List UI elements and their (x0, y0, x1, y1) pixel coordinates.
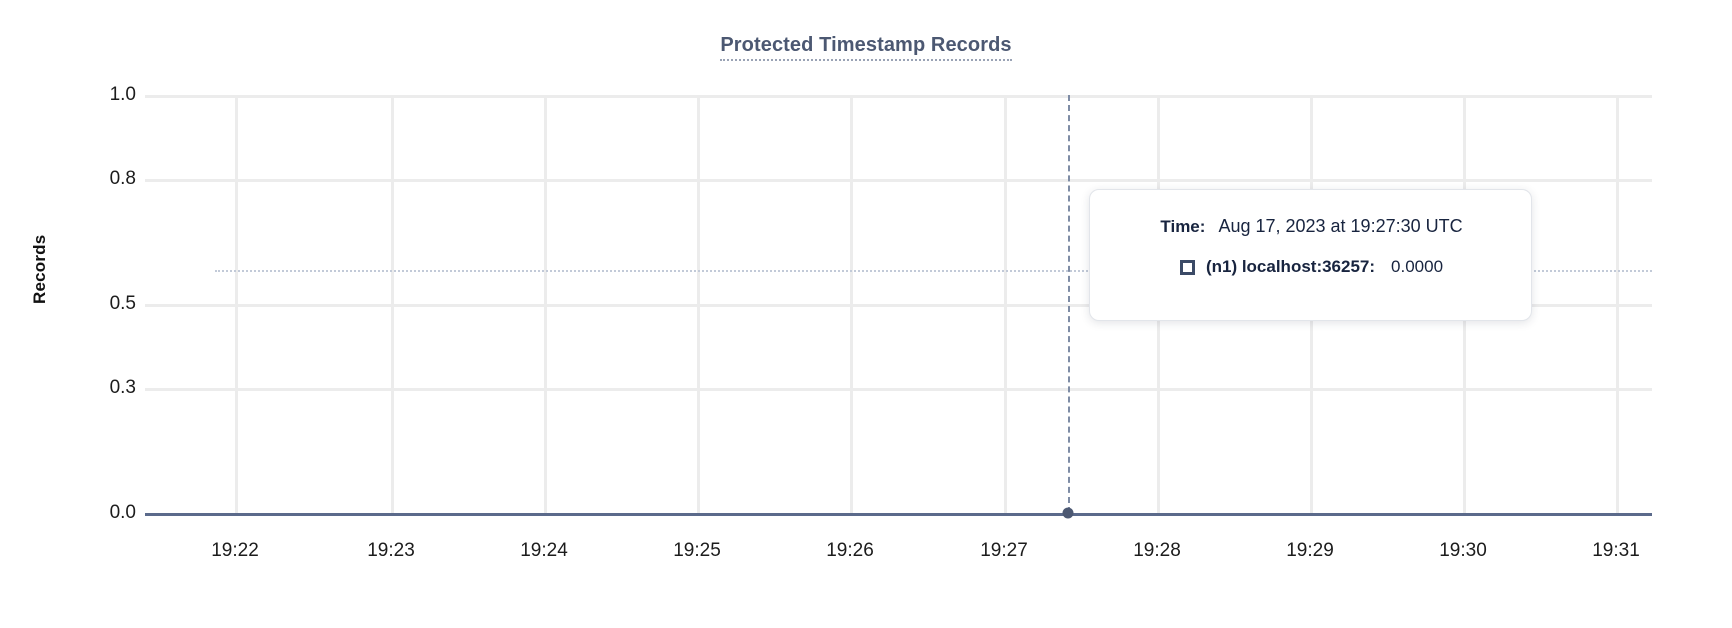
x-tick-label: 19:24 (520, 540, 568, 561)
x-tick-label: 19:29 (1286, 540, 1334, 561)
hover-tooltip: Time: Aug 17, 2023 at 19:27:30 UTC (n1) … (1089, 189, 1532, 321)
gridline-vertical (391, 95, 394, 513)
x-tick-label: 19:30 (1439, 540, 1487, 561)
x-tick-label: 19:28 (1133, 540, 1181, 561)
tooltip-time-row: Time: Aug 17, 2023 at 19:27:30 UTC (1090, 216, 1533, 237)
x-tick-label: 19:27 (980, 540, 1028, 561)
x-tick-label: 19:26 (826, 540, 874, 561)
y-tick-label: 0.8 (109, 168, 136, 189)
x-tick-label: 19:23 (367, 540, 415, 561)
plot-area[interactable] (145, 95, 1652, 519)
chart-title-text: Protected Timestamp Records (720, 34, 1012, 61)
series-line-localhost-36257 (145, 513, 1652, 516)
y-tick-label: 1.0 (109, 84, 136, 105)
x-tick-label: 19:31 (1592, 540, 1640, 561)
crosshair-line (1068, 95, 1070, 513)
page-title: Protected Timestamp Records (0, 32, 1732, 61)
tooltip-series-row: (n1) localhost:36257: 0.0000 (1090, 257, 1533, 277)
gridline-vertical (850, 95, 853, 513)
data-point-marker[interactable] (1062, 507, 1074, 519)
tooltip-series-label: (n1) localhost:36257: (1205, 257, 1376, 276)
gridline-horizontal (145, 179, 1652, 182)
gridline-vertical (697, 95, 700, 513)
gridline-horizontal (145, 388, 1652, 391)
gridline-vertical (544, 95, 547, 513)
tooltip-series-value: 0.0000 (1391, 257, 1444, 276)
tooltip-time-value: Aug 17, 2023 at 19:27:30 UTC (1218, 216, 1463, 236)
tooltip-time-label: Time: (1160, 217, 1206, 236)
x-tick-label: 19:25 (673, 540, 721, 561)
x-tick-label: 19:22 (211, 540, 259, 561)
gridline-vertical (1616, 95, 1619, 513)
gridline-vertical (1004, 95, 1007, 513)
gridline-horizontal (145, 95, 1652, 98)
reference-line (215, 270, 1652, 272)
square-outline-icon (1179, 259, 1195, 275)
y-tick-label: 0.3 (109, 377, 136, 398)
gridline-horizontal (145, 304, 1652, 307)
y-tick-label: 0.0 (109, 502, 136, 523)
y-tick-label: 0.5 (109, 293, 136, 314)
gridline-vertical (235, 95, 238, 513)
